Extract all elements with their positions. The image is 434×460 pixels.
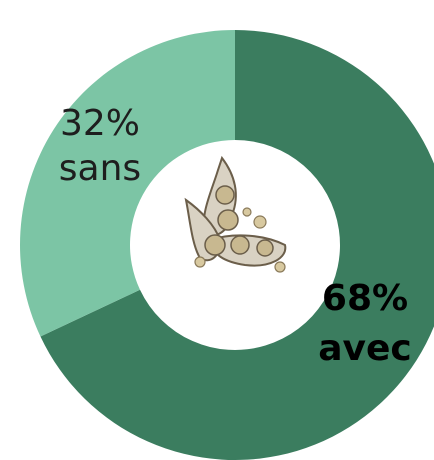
value-label: 68% [322, 278, 408, 319]
category-label: sans [59, 148, 141, 189]
bean-pod-icon [184, 155, 287, 273]
category-label: avec [318, 328, 412, 369]
donut-segment [40, 30, 434, 460]
donut-segment [19, 30, 235, 337]
value-label: 32% [60, 103, 140, 144]
